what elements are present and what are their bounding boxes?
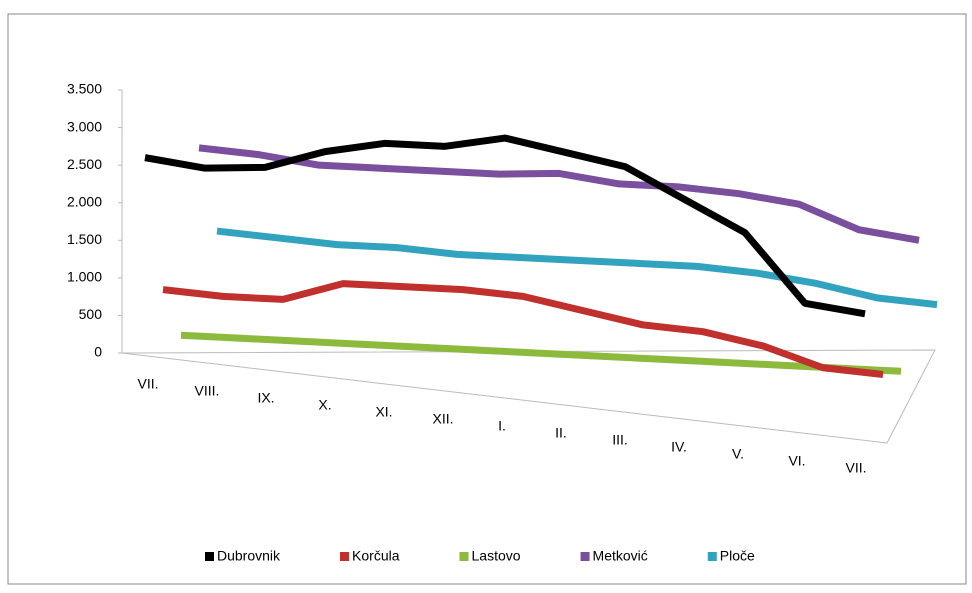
legend-label: Lastovo: [472, 548, 521, 564]
x-tick-label: X.: [318, 397, 331, 413]
series-line: [180, 331, 902, 375]
chart-border: [7, 13, 967, 585]
legend-swatch: [707, 552, 717, 561]
series-line: [216, 227, 938, 309]
legend-label: Ploče: [720, 548, 755, 564]
x-tick-label: VI.: [788, 453, 805, 469]
series-line: [144, 134, 866, 318]
y-tick-label: 1.500: [67, 231, 102, 247]
y-tick-label: 3.000: [67, 118, 102, 134]
y-tick-label: 2.500: [67, 156, 102, 172]
x-tick-label: I.: [498, 418, 506, 434]
x-tick-label: IV.: [671, 439, 687, 455]
x-tick-label: IX.: [257, 390, 274, 406]
x-tick-label: XI.: [375, 404, 392, 420]
legend-swatch: [580, 552, 590, 561]
y-tick-label: 0: [94, 344, 102, 360]
x-tick-label: VIII.: [195, 383, 220, 399]
x-tick-label: III.: [612, 432, 628, 448]
y-tick-label: 1.000: [67, 269, 102, 285]
legend-swatch: [459, 552, 469, 561]
x-tick-label: II.: [555, 425, 567, 441]
legend-label: Korčula: [352, 548, 400, 564]
series-line: [162, 280, 884, 378]
x-tick-label: XII.: [432, 411, 453, 427]
x-tick-label: V.: [732, 446, 744, 462]
x-tick-label: VII.: [845, 460, 866, 476]
legend-label: Metković: [593, 548, 648, 564]
x-tick-label: VII.: [137, 376, 158, 392]
y-tick-label: 2.000: [67, 193, 102, 209]
series-line: [198, 144, 920, 244]
legend-swatch: [205, 552, 214, 561]
legend-swatch: [340, 552, 350, 561]
y-tick-label: 3.500: [67, 81, 102, 97]
legend-label: Dubrovnik: [217, 548, 281, 564]
y-tick-label: 500: [79, 306, 103, 322]
